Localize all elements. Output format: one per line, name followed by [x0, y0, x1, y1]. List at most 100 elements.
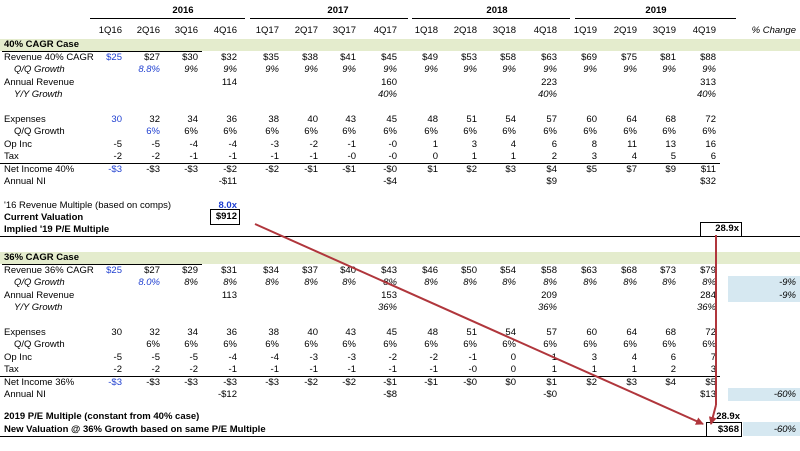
valuation-box [210, 209, 240, 225]
value-cell: 54 [505, 114, 516, 125]
row-label: Revenue 40% CAGR [4, 52, 94, 63]
value-cell: 8% [383, 277, 397, 288]
year-underline [412, 18, 570, 19]
value-cell: 6% [662, 339, 676, 350]
value-cell: 45 [386, 114, 397, 125]
value-cell: $3 [505, 164, 516, 175]
row-label: Expenses [4, 327, 46, 338]
value-cell: -$2 [223, 164, 237, 175]
value-cell: -2 [151, 151, 160, 162]
valuation-value: $912 [215, 211, 237, 222]
pct-change-value: -9% [779, 290, 796, 301]
value-cell: $4 [546, 164, 557, 175]
row-label: Annual Revenue [4, 77, 75, 88]
value-cell: $30 [182, 52, 198, 63]
pct-shade [728, 276, 800, 289]
quarter-header: 1Q18 [414, 25, 438, 36]
year-header: 2017 [327, 5, 349, 16]
value-cell: -1 [189, 151, 198, 162]
value-cell: 9% [662, 64, 676, 75]
value-cell: 9% [502, 64, 516, 75]
quarter-header: 3Q17 [332, 25, 356, 36]
valuation-label: Current Valuation [4, 212, 84, 223]
value-cell: 4 [631, 151, 637, 162]
value-cell: 4 [631, 352, 637, 363]
quarter-header: 1Q16 [98, 25, 122, 36]
value-cell: 54 [505, 327, 516, 338]
value-cell: -4 [228, 139, 237, 150]
case-title: 40% CAGR Case [4, 39, 79, 50]
pct-change-header: % Change [751, 25, 796, 36]
value-cell: 11 [627, 139, 637, 150]
value-cell: -0 [347, 151, 356, 162]
year-underline [90, 18, 245, 19]
value-cell: 6% [146, 339, 160, 350]
value-cell: $63 [541, 52, 557, 63]
value-cell: 8.0% [138, 277, 160, 288]
value-cell: $7 [626, 164, 637, 175]
value-cell: 8% [623, 277, 637, 288]
value-cell: 8% [543, 277, 557, 288]
value-cell: 0 [432, 151, 438, 162]
value-cell: -$2 [265, 164, 279, 175]
value-cell: $50 [461, 265, 477, 276]
value-cell: 6% [265, 339, 279, 350]
value-cell: 6% [702, 339, 716, 350]
value-cell: 6% [184, 126, 198, 137]
row-label: Op Inc [4, 139, 32, 150]
value-cell: -3 [309, 352, 318, 363]
value-cell: 64 [626, 327, 637, 338]
value-cell: 6% [623, 339, 637, 350]
value-cell: 2 [670, 364, 676, 375]
value-cell: $54 [500, 265, 516, 276]
value-cell: -1 [309, 364, 318, 375]
year-header: 2019 [645, 5, 667, 16]
value-cell: 0 [510, 364, 516, 375]
value-cell: 36% [377, 302, 397, 313]
value-cell: $32 [221, 52, 237, 63]
value-cell: 8 [591, 139, 597, 150]
value-cell: 1 [591, 364, 597, 375]
value-cell: 8.8% [138, 64, 160, 75]
row-label: Q/Q Growth [14, 339, 65, 350]
quarter-header: 3Q16 [174, 25, 198, 36]
value-cell: 6% [342, 126, 356, 137]
value-cell: -$8 [383, 389, 397, 400]
value-cell: -$3 [146, 164, 160, 175]
value-cell: -$3 [265, 377, 279, 388]
row-label: Expenses [4, 114, 46, 125]
value-cell: -$1 [342, 164, 356, 175]
value-cell: -1 [388, 364, 397, 375]
value-cell: 9% [543, 64, 557, 75]
value-cell: $46 [422, 265, 438, 276]
value-cell: 6% [383, 339, 397, 350]
value-cell: 9% [424, 64, 438, 75]
pe-underline [0, 236, 800, 237]
value-cell: -2 [151, 364, 160, 375]
value-cell: $53 [461, 52, 477, 63]
value-cell: $34 [263, 265, 279, 276]
value-cell: 8% [223, 277, 237, 288]
value-cell: -0 [388, 151, 397, 162]
value-cell: 36% [696, 302, 716, 313]
value-cell: -2 [113, 151, 122, 162]
value-cell: 38 [268, 327, 279, 338]
value-cell: -1 [228, 364, 237, 375]
new-valuation-underline [0, 436, 740, 437]
value-cell: -5 [151, 139, 160, 150]
value-cell: -1 [228, 151, 237, 162]
value-cell: 6% [583, 339, 597, 350]
value-cell: 45 [386, 327, 397, 338]
value-cell: $9 [546, 176, 557, 187]
value-cell: $27 [144, 265, 160, 276]
value-cell: -$0 [463, 377, 477, 388]
value-cell: -$3 [146, 377, 160, 388]
value-cell: 8% [184, 277, 198, 288]
row-label: Net Income 36% [4, 377, 75, 388]
value-cell: 1 [510, 151, 516, 162]
value-cell: 8% [265, 277, 279, 288]
value-cell: $1 [427, 164, 438, 175]
value-cell: 113 [221, 290, 237, 301]
value-cell: $88 [700, 52, 716, 63]
value-cell: -4 [228, 352, 237, 363]
